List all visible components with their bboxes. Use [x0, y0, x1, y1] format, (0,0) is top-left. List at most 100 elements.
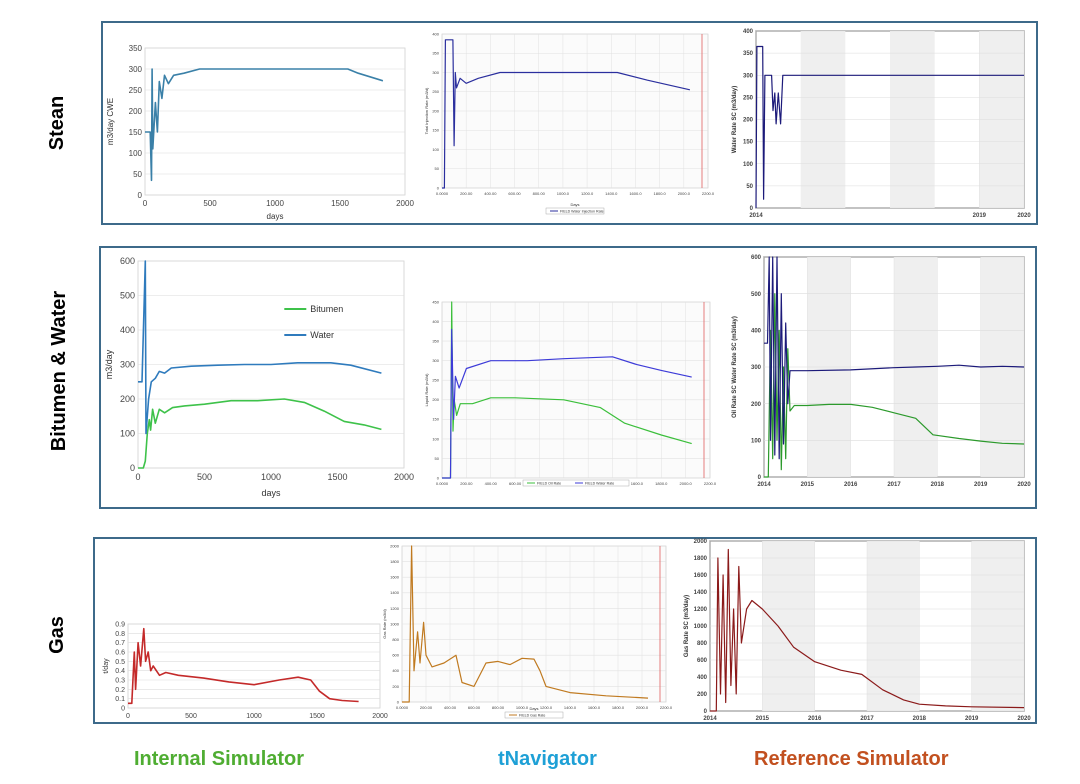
steam-tnav-legend-label: FIELD Water Injection Rate — [560, 210, 604, 214]
gas-internal-ytick-label: 0.3 — [115, 677, 125, 684]
steam-internal-xtick-label: 0 — [143, 199, 148, 208]
steam-ref-series-0 — [755, 45, 1024, 209]
steam-tnav-xtick-label: 600.00 — [508, 191, 521, 196]
steam-tnav-ylabel: Total Injection Rate (m3/d) — [424, 87, 429, 134]
gas-ref-ytick-label: 1000 — [694, 624, 708, 630]
bw-internal-ytick-label: 300 — [120, 360, 135, 370]
gas-tnav-ytick-label: 1200 — [390, 606, 400, 611]
row-label-bitumen-water: Bitumen & Water — [48, 290, 70, 452]
bw-tnav-ytick-label: 350 — [432, 339, 439, 344]
steam-internal-ytick-label: 50 — [133, 170, 142, 179]
bw-tnav-xtick-label: 2200.0 — [704, 481, 717, 486]
bw-ref-series-1 — [764, 256, 1025, 460]
gas-tnav-xtick-label: 1400.0 — [564, 705, 577, 710]
bw-internal-xtick-label: 1000 — [261, 472, 281, 482]
gas-internal-ytick-label: 0.8 — [115, 631, 125, 638]
bw-ref-xtick-label: 2017 — [887, 482, 901, 488]
gas-internal-ytick-label: 0 — [121, 705, 125, 712]
gas-ref-ytick-label: 800 — [697, 641, 708, 647]
gas-ref-xtick-label: 2015 — [756, 716, 770, 722]
steam-row-frame — [101, 21, 1038, 225]
bw-internal-svg: 0 100 200 300 400 500 600 0 500 1000 1500 2000 m3/da… — [104, 256, 414, 498]
steam-internal-ylabel: m3/day CWE — [106, 98, 115, 145]
bw-internal-ytick-label: 0 — [130, 463, 135, 473]
gas-internal-xtick-label: 1500 — [309, 713, 325, 720]
gas-tnav-xtick-label: 1800.0 — [612, 705, 625, 710]
bw-internal-xtick-label: 1500 — [327, 472, 347, 482]
bw-tnavigator-chart: 0 50 100 150 200 250 300 350 400 450 0.0000 200.00 4… — [420, 296, 722, 488]
gas-tnav-ytick-label: 400 — [392, 668, 399, 673]
steam-tnav-ytick-label: 400 — [432, 31, 439, 36]
gas-internal-ytick-label: 0.1 — [115, 696, 125, 703]
bw-ref-ylabel: Oil Rate SC Water Rate SC (m3/day) — [732, 316, 738, 418]
bw-ref-ytick-label: 400 — [751, 328, 762, 334]
bw-ref-ytick-label: 200 — [751, 402, 762, 408]
gas-tnav-ytick-label: 1800 — [390, 559, 400, 564]
gas-tnavigator-svg: 0 200 400 600 800 1000 1200 1400 1600 1800 2000 0.0… — [382, 543, 673, 719]
gas-ref-ytick-label: 600 — [697, 658, 708, 664]
steam-tnav-ytick-label: 300 — [432, 70, 439, 75]
steam-ref-ytick-label: 350 — [743, 51, 754, 57]
bw-internal-ytick-label: 200 — [120, 394, 135, 404]
gas-tnav-legend-box — [504, 711, 564, 719]
steam-tnav-ytick-label: 350 — [432, 51, 439, 56]
gas-tnav-xlabel: Days — [529, 706, 538, 711]
steam-tnav-ytick-label: 150 — [432, 128, 439, 133]
bw-tnav-xtick-label: 2000.0 — [680, 481, 693, 486]
bw-tnav-ytick-label: 50 — [435, 456, 440, 461]
gas-tnav-legend-label: FIELD Gas Rate — [519, 714, 545, 718]
steam-internal-svg: 0 50 100 150 200 250 300 350 0 500 1000 1500 2000 m3/… — [106, 44, 414, 221]
steam-tnav-xtick-label: 1200.0 — [581, 191, 594, 196]
gas-internal-xtick-label: 500 — [185, 713, 197, 720]
bw-tnav-legend-label: FIELD Water Rate — [585, 482, 614, 486]
bw-tnav-xtick-label: 400.00 — [485, 481, 498, 486]
gas-tnav-xtick-label: 0.0000 — [396, 705, 409, 710]
bw-tnav-ytick-label: 150 — [432, 417, 439, 422]
bw-reference-svg: 0 100 200 300 400 500 600 2014 2015 2016 2017 2018 2… — [732, 255, 1031, 488]
gas-internal-svg: 0 0.1 0.2 0.3 0.4 0.5 0.6 0.7 0.8 0.9 0 500 1000 1500… — [103, 621, 388, 720]
bw-tnav-ylabel: Liquid Rate (m3/d) — [424, 373, 429, 407]
steam-internal-ytick-label: 350 — [129, 44, 143, 53]
steam-internal-plot-area — [144, 47, 406, 196]
steam-ref-ytick-label: 200 — [743, 118, 754, 124]
gas-tnav-series-0 — [402, 545, 649, 703]
steam-internal-xtick-label: 2000 — [396, 199, 414, 208]
bw-ref-xtick-label: 2014 — [757, 482, 771, 488]
row-label-steam: Stean — [46, 95, 68, 151]
steam-tnav-xtick-label: 1800.0 — [654, 191, 667, 196]
steam-ref-ytick-label: 0 — [750, 206, 754, 212]
steam-tnav-series-0 — [442, 39, 691, 189]
gas-tnav-xtick-label: 1200.0 — [540, 705, 553, 710]
gas-internal-ytick-label: 0.6 — [115, 649, 125, 656]
bw-ref-xtick-label: 2015 — [801, 482, 815, 488]
bw-tnav-legend-label: FIELD Oil Rate — [537, 482, 561, 486]
steam-ref-xtick-label: 2014 — [749, 213, 763, 219]
steam-internal-ytick-label: 200 — [129, 107, 143, 116]
bw-internal-xlabel: days — [261, 488, 281, 498]
steam-internal-xtick-label: 1500 — [331, 199, 349, 208]
bw-tnavigator-svg: 0 50 100 150 200 250 300 350 400 450 0.0000 200.00 4… — [424, 299, 717, 487]
gas-internal-ylabel: t/day — [103, 658, 110, 674]
gas-tnav-ytick-label: 2000 — [390, 543, 400, 548]
bw-internal-ytick-label: 600 — [120, 256, 135, 266]
gas-ref-ytick-label: 2000 — [694, 539, 708, 545]
gas-ref-ytick-label: 1200 — [694, 607, 708, 613]
steam-ref-ytick-label: 400 — [743, 29, 754, 35]
gas-ref-xtick-label: 2017 — [860, 716, 874, 722]
bw-ref-xtick-label: 2016 — [844, 482, 858, 488]
bw-ref-series-0 — [764, 293, 1025, 478]
steam-tnav-ytick-label: 50 — [435, 166, 440, 171]
bw-internal-ytick-label: 500 — [120, 291, 135, 301]
bw-internal-xtick-label: 500 — [197, 472, 212, 482]
bw-tnav-xtick-label: 0.0000 — [436, 481, 449, 486]
gas-tnav-xtick-label: 1600.0 — [588, 705, 601, 710]
bw-internal-chart: 0 100 200 300 400 500 600 0 500 1000 1500 2000 m3/da… — [104, 253, 414, 498]
gas-ref-ytick-label: 0 — [704, 709, 708, 715]
gas-internal-series-0 — [128, 627, 359, 705]
gas-ref-xtick-label: 2019 — [965, 716, 979, 722]
column-label-tnavigator: tNavigator — [498, 748, 597, 770]
gas-tnav-xtick-label: 2000.0 — [636, 705, 649, 710]
gas-ref-ytick-label: 1400 — [694, 590, 708, 596]
bw-reference-chart: 0 100 200 300 400 500 600 2014 2015 2016 2017 2018 2… — [728, 253, 1032, 489]
gas-reference-chart: 0 200 400 600 800 1000 1200 1400 1600 1800 2000 201… — [680, 537, 1032, 723]
